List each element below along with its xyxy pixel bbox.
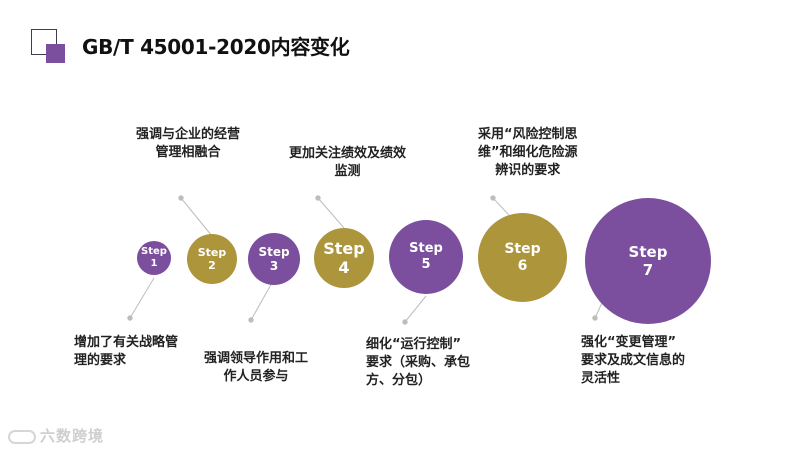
step-word: Step	[504, 240, 541, 257]
step-number: 4	[338, 258, 350, 277]
step-1-description: 增加了有关战略管 理的要求	[74, 335, 179, 368]
connector-line-3	[250, 280, 274, 321]
step-6-circle: Step 6	[478, 213, 567, 302]
step-4-circle: Step 4	[314, 228, 374, 288]
step-4-description: 更加关注绩效及绩效 监测	[289, 146, 407, 179]
step-3-circle: Step 3	[248, 233, 300, 285]
connector-line-4	[317, 197, 345, 229]
page-title: GB/T 45001-2020内容变化	[82, 35, 350, 59]
step-number: 2	[208, 259, 216, 272]
step-5-description: 细化“运行控制” 要求（采购、承包 方、分包）	[366, 337, 471, 388]
step-word: Step	[258, 244, 290, 259]
title-decoration-square	[46, 44, 65, 63]
connector-line-2	[180, 197, 213, 237]
watermark: 六数跨境	[8, 425, 104, 446]
step-2-description: 强调与企业的经营 管理相融合	[136, 127, 241, 160]
step-1-circle: Step 1	[137, 241, 171, 275]
step-number: 6	[517, 257, 528, 274]
title-decoration-outline	[31, 29, 57, 55]
step-5-circle: Step 5	[389, 220, 463, 294]
step-7-description: 强化“变更管理” 要求及成文信息的 灵活性	[581, 335, 686, 386]
step-word: Step	[141, 246, 167, 257]
step-7-circle: Step 7	[585, 198, 711, 324]
connector-line-5	[404, 295, 427, 323]
step-2-circle: Step 2	[187, 234, 237, 284]
watermark-logo-icon	[8, 429, 36, 444]
watermark-text: 六数跨境	[40, 427, 105, 445]
step-3-description: 强调领导作用和工 作人员参与	[204, 351, 309, 384]
step-word: Step	[197, 245, 227, 259]
step-word: Step	[628, 243, 668, 261]
step-6-description: 采用“风险控制思 维”和细化危险源 辨识的要求	[478, 127, 578, 178]
step-number: 1	[150, 258, 158, 269]
step-number: 3	[269, 259, 279, 273]
connector-line-1	[129, 277, 155, 319]
step-word: Step	[409, 241, 443, 257]
step-word: Step	[323, 238, 365, 258]
step-number: 7	[642, 261, 654, 279]
step-number: 5	[421, 257, 431, 272]
